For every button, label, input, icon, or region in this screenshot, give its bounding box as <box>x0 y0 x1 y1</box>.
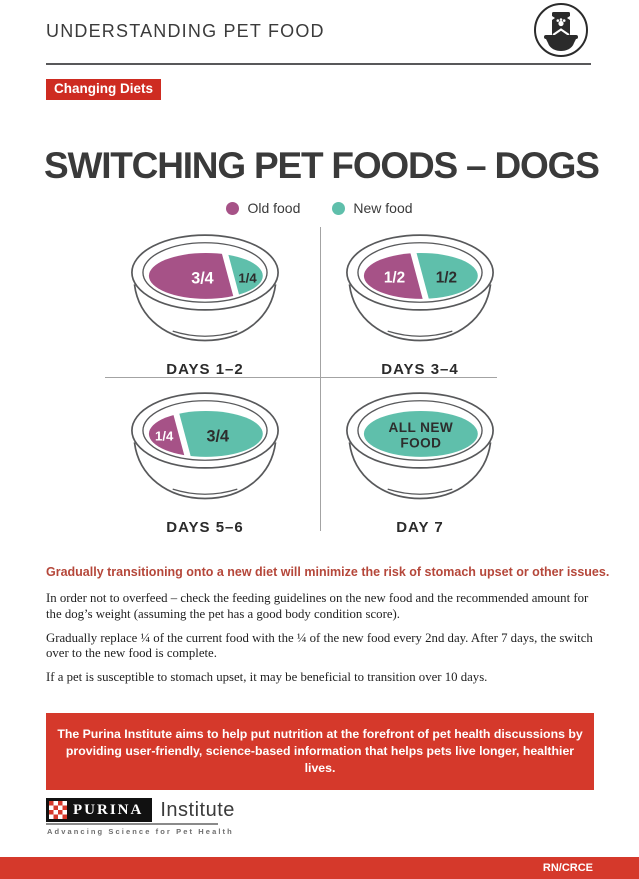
vertical-divider <box>319 227 321 531</box>
purina-institute-callout: The Purina Institute aims to help put nu… <box>46 713 594 790</box>
legend: Old food New food <box>0 200 639 216</box>
purina-wordmark: PURINA <box>73 801 144 818</box>
bowl-illustration-days-1-2: 3/4 1/4 <box>131 234 279 342</box>
bowl-foot-line <box>387 330 453 337</box>
bowl-caption-days-1-2: DAYS 1–2 <box>166 360 244 378</box>
logo-divider <box>46 823 218 825</box>
old-food-shape <box>148 252 235 299</box>
old-food-shape <box>148 410 186 457</box>
new-food-portion-label: 1/2 <box>436 270 457 287</box>
all-new-food-label-line1: ALL NEW <box>389 420 454 435</box>
bowl-illustration-day-7: ALL NEW FOOD <box>346 392 494 500</box>
new-food-shape <box>226 252 263 299</box>
brand-tagline: Advancing Science for Pet Health <box>47 827 234 836</box>
legend-label-old-food: Old food <box>247 200 301 216</box>
header-divider <box>46 63 591 65</box>
old-food-portion-label: 1/4 <box>155 429 174 444</box>
purina-checkerboard-icon <box>49 801 67 819</box>
bowl-foot-line <box>387 488 453 495</box>
bowl-panel-day-7: ALL NEW FOOD DAY 7 <box>320 388 520 536</box>
page-title: SWITCHING PET FOODS – DOGS <box>44 144 600 186</box>
bowl-panel-days-5-6: 1/4 3/4 DAYS 5–6 <box>105 388 305 536</box>
page-header-title: UNDERSTANDING PET FOOD <box>46 21 325 41</box>
bowl-caption-days-3-4: DAYS 3–4 <box>381 360 459 378</box>
bowl-foot-line <box>172 330 238 337</box>
body-copy: In order not to overfeed – check the fee… <box>46 591 594 694</box>
legend-item-old-food: Old food <box>226 200 300 216</box>
bowl-panel-days-3-4: 1/2 1/2 DAYS 3–4 <box>320 230 520 378</box>
paragraph-stomach-upset: If a pet is susceptible to stomach upset… <box>46 670 488 685</box>
new-food-shape <box>363 410 478 457</box>
bowl-illustration-days-3-4: 1/2 1/2 <box>346 234 494 342</box>
purina-institute-logo: PURINA Institute <box>46 798 235 822</box>
bowl-foot-line <box>172 488 238 495</box>
bowl-grid: 3/4 1/4 DAYS 1–2 1/2 1/2 <box>100 227 540 536</box>
new-food-shape <box>415 252 478 299</box>
paragraph-replace-quarter: Gradually replace ¼ of the current food … <box>46 630 593 661</box>
institute-wordmark: Institute <box>160 798 235 821</box>
document-code: RN/CRCE <box>542 862 593 874</box>
legend-item-new-food: New food <box>332 200 413 216</box>
horizontal-divider <box>105 377 497 378</box>
callout-line-2: providing user-friendly, science-based i… <box>65 744 575 775</box>
legend-label-new-food: New food <box>353 200 413 216</box>
callout-line-1: The Purina Institute aims to help put nu… <box>57 727 583 741</box>
new-food-shape <box>177 410 263 457</box>
bowl-caption-days-5-6: DAYS 5–6 <box>166 518 244 536</box>
bowl-caption-day-7: DAY 7 <box>396 518 444 536</box>
new-food-dot <box>332 201 346 215</box>
bottom-bar: RN/CRCE <box>0 857 639 879</box>
changing-diets-badge: Changing Diets <box>46 79 162 100</box>
bowl-panel-days-1-2: 3/4 1/4 DAYS 1–2 <box>105 230 305 378</box>
paragraph-overfeed: In order not to overfeed – check the fee… <box>46 591 589 621</box>
pet-food-bag-bowl-icon <box>533 2 589 58</box>
bowl-illustration-days-5-6: 1/4 3/4 <box>131 392 279 500</box>
old-food-portion-label: 3/4 <box>191 270 213 288</box>
old-food-dot <box>226 201 240 215</box>
all-new-food-label-line2: FOOD <box>400 436 441 451</box>
purina-logo-box: PURINA <box>46 798 153 822</box>
new-food-portion-label: 1/4 <box>238 271 257 286</box>
old-food-shape <box>363 252 424 299</box>
lead-sentence: Gradually transitioning onto a new diet … <box>46 565 610 579</box>
old-food-portion-label: 1/2 <box>384 270 405 287</box>
new-food-portion-label: 3/4 <box>207 428 229 446</box>
